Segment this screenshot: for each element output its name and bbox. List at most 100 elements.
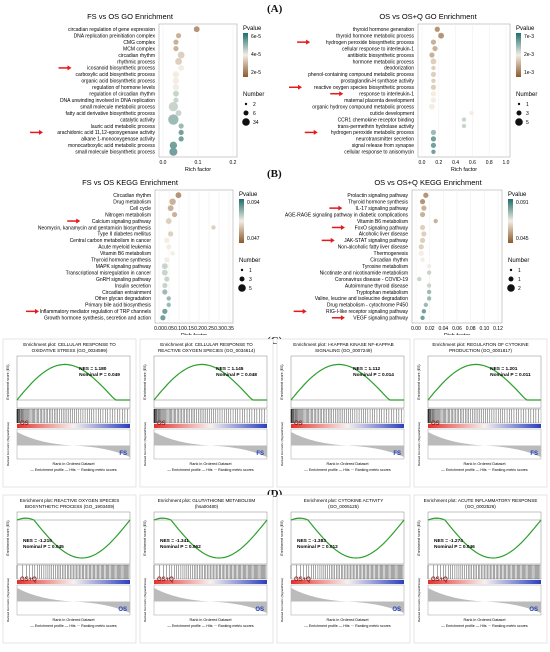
enrichment-curve <box>16 363 130 401</box>
es-plot-area <box>153 355 268 409</box>
arrow-head <box>340 224 345 230</box>
term-label: hormone metabolic process <box>353 59 415 65</box>
size-legend-dot <box>240 268 244 272</box>
data-point <box>431 149 436 154</box>
gsea-panel-5: Enrichment plot: GLUTATHIONE METABOLISM(… <box>139 494 274 644</box>
size-legend-label: 6 <box>253 111 256 117</box>
enrichment-curve <box>290 363 404 401</box>
data-point <box>429 52 435 58</box>
term-label: cellular response to anisomycin <box>344 150 414 156</box>
x-tick-label: 0.2 <box>435 160 442 166</box>
data-point <box>193 26 200 33</box>
gsea-x-axis-label: Rank in Ordered Dataset <box>190 462 233 466</box>
term-label: Circadian rhythm <box>113 193 151 199</box>
data-point <box>173 45 179 52</box>
gsea-legend: — Enrichment profile — Hits ··· Ranking … <box>304 624 391 628</box>
ranking-color-band <box>428 424 541 428</box>
enrichment-curve <box>427 363 541 401</box>
arrow-head <box>298 84 302 90</box>
x-tick-label: 0.08 <box>466 326 476 332</box>
term-label: DNA replication preinitiation complex <box>74 33 156 39</box>
gsea-title-line: SIGNALING (GO_0007249) <box>315 348 372 353</box>
term-label: JAK-STAT signaling pathway <box>344 238 408 244</box>
data-point <box>175 110 182 117</box>
term-label: monocarboxylic acid metabolic process <box>68 143 155 149</box>
data-point <box>175 33 182 39</box>
ranked-metric-axis-label: Ranked list metric (Signal2Noise) <box>280 578 284 622</box>
colorbar-tick: 7e-3 <box>524 34 534 40</box>
data-point <box>418 250 424 256</box>
term-label: regulation of hormone levels <box>92 85 155 91</box>
gsea-title-line: Enrichment plot: CELLULAR RESPONSE TO <box>23 342 116 347</box>
colorbar-tick: 0.047 <box>247 236 260 242</box>
term-label: Thyroid hormone synthesis <box>91 258 152 264</box>
term-label: Circadian entrainment <box>102 290 152 296</box>
nominal-p-value: Nominal P = 0.049 <box>79 372 120 378</box>
gsea-x-axis-label: Rank in Ordered Dataset <box>53 462 96 466</box>
data-point <box>426 283 432 288</box>
nes-value: NES = 1.201 <box>490 366 518 372</box>
es-plot-area <box>16 511 131 565</box>
x-tick-label: 0.35 <box>224 326 234 332</box>
gsea-legend: — Enrichment profile — Hits ··· Ranking … <box>30 624 117 628</box>
gsea-panel-6: Enrichment plot: CYTOKINE ACTIVITY(GO_00… <box>276 494 411 644</box>
data-point <box>417 276 422 282</box>
data-point <box>469 110 474 116</box>
term-label: small molecule biosynthetic process <box>75 150 155 156</box>
data-point <box>173 97 179 103</box>
term-label: Circadian rhythm <box>370 258 408 264</box>
term-label: Alcoholic liver disease <box>359 232 408 238</box>
x-tick-label: 0.00 <box>154 326 164 332</box>
term-label: Growth hormone synthesis, secretion and … <box>44 316 151 322</box>
es-axis-label: Enrichment score (ES) <box>417 364 421 399</box>
x-axis-label: Rich factor <box>181 333 207 335</box>
term-label: CMG complex <box>123 40 155 46</box>
number-legend-title: Number <box>508 258 529 264</box>
pvalue-colorbar <box>508 199 513 243</box>
pvalue-colorbar <box>239 199 244 243</box>
arrow-head <box>35 308 39 314</box>
gsea-legend: — Enrichment profile — Hits ··· Ranking … <box>30 468 117 472</box>
term-label: rhythmic process <box>117 59 155 65</box>
ranking-color-band <box>428 580 541 584</box>
term-label: thyroid hormone generation <box>353 27 414 33</box>
es-axis-label: Enrichment score (ES) <box>6 364 10 399</box>
size-legend-dot <box>509 268 513 272</box>
term-label: Nicotinate and nicotinamide metabolism <box>320 270 408 276</box>
gsea-x-axis-label: Rank in Ordered Dataset <box>464 618 507 622</box>
gsea-panel-1: Enrichment plot: CELLULAR RESPONSE TOREA… <box>139 338 274 488</box>
es-plot-area <box>290 511 405 565</box>
data-point <box>461 123 467 129</box>
number-legend-title: Number <box>516 92 537 98</box>
right-group-label: FS <box>119 451 127 457</box>
colorbar-tick: 0.091 <box>516 200 529 206</box>
data-point <box>419 237 426 243</box>
left-group-label: OS <box>294 421 303 427</box>
data-point <box>172 77 180 85</box>
gsea-title-line: Enrichment plot: GLUTATHIONE METABOLISM <box>158 498 256 503</box>
right-group-label: FS <box>393 451 401 457</box>
data-point <box>430 84 437 90</box>
term-label: Drug metabolism <box>113 199 151 205</box>
data-point <box>162 308 168 314</box>
es-plot-area <box>427 355 542 409</box>
gsea-panel-3: Enrichment plot: REGULATION OF CYTOKINEP… <box>413 338 548 488</box>
term-label: fatty acid derivative biosynthetic proce… <box>66 111 156 117</box>
ranked-metric-fill <box>428 432 541 457</box>
gsea-title-line: OXIDATIVE STRESS (GO_0034599) <box>32 348 108 353</box>
data-point <box>428 103 435 110</box>
gsea-legend: — Enrichment profile — Hits ··· Ranking … <box>304 468 391 472</box>
pvalue-legend-title: Pvalue <box>516 26 535 32</box>
data-point <box>419 224 426 231</box>
data-point <box>178 123 184 129</box>
panel-label-b: (B) <box>267 168 282 180</box>
data-point <box>426 296 432 301</box>
ranked-metric-fill <box>154 432 267 457</box>
term-label: organic hydroxy compound metabolic proce… <box>312 104 414 110</box>
data-point <box>434 26 440 32</box>
term-label: VEGF signaling pathway <box>353 316 408 322</box>
term-label: Thyroid hormone synthesis <box>348 199 409 205</box>
dot-panel-a_left: FS vs OS GO Enrichment 0.0 0.1 0.2 Rich fact… <box>30 12 264 173</box>
data-point <box>433 218 438 224</box>
enrichment-curve <box>16 517 131 559</box>
